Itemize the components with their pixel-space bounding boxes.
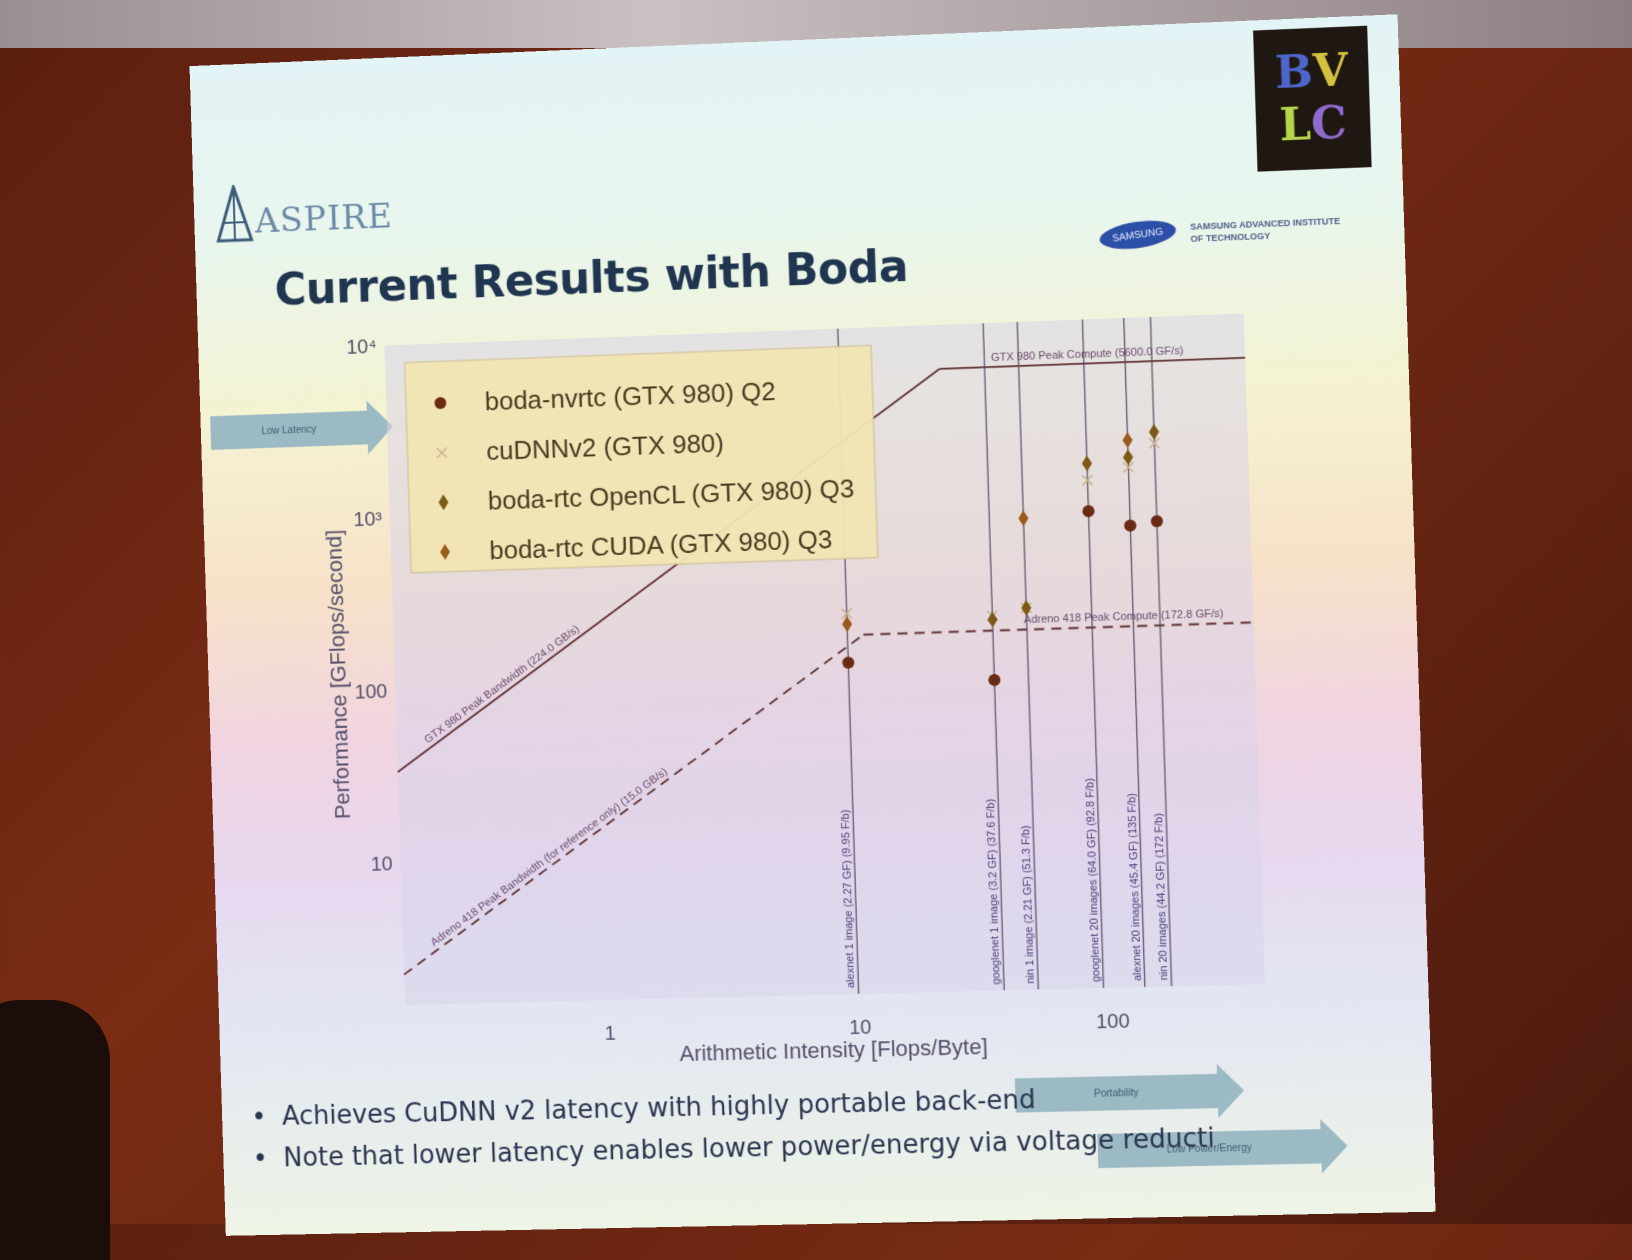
bvlc-logo: BV LC (1253, 26, 1372, 172)
y-tick-label: 10³ (353, 508, 382, 531)
samsung-logo: SAMSUNG SAMSUNG ADVANCED INSTITUTE OF TE… (1099, 214, 1343, 250)
x-axis-label: Arithmetic Intensity [Flops/Byte] (679, 1034, 988, 1066)
y-tick-label: 10⁴ (346, 336, 377, 359)
samsung-oval: SAMSUNG (1098, 216, 1178, 253)
audience-head (0, 1000, 110, 1260)
aspire-logo-text: ASPIRE (254, 196, 393, 241)
roofline-chart: GTX 980 Peak Bandwidth (224.0 GB/s)Adren… (305, 293, 1288, 1111)
slide-title: Current Results with Boda (274, 241, 909, 316)
legend: boda-nvrtc (GTX 980) Q2cuDNNv2 (GTX 980)… (405, 345, 878, 572)
projected-slide: ASPIRE BV LC SAMSUNG SAMSUNG ADVANCED IN… (190, 14, 1436, 1236)
aspire-tower-icon (213, 184, 256, 243)
samsung-caption: SAMSUNG ADVANCED INSTITUTE OF TECHNOLOGY (1190, 215, 1343, 245)
x-tick-label: 100 (1096, 1010, 1130, 1033)
bullet-item: • Note that lower latency enables lower p… (252, 1123, 1215, 1174)
y-axis-label: Performance [GFlops/second] (321, 529, 355, 819)
y-tick-label: 10 (371, 853, 394, 876)
x-tick-label: 1 (604, 1023, 616, 1045)
aspire-logo: ASPIRE (213, 177, 394, 244)
y-tick-label: 100 (354, 681, 387, 704)
